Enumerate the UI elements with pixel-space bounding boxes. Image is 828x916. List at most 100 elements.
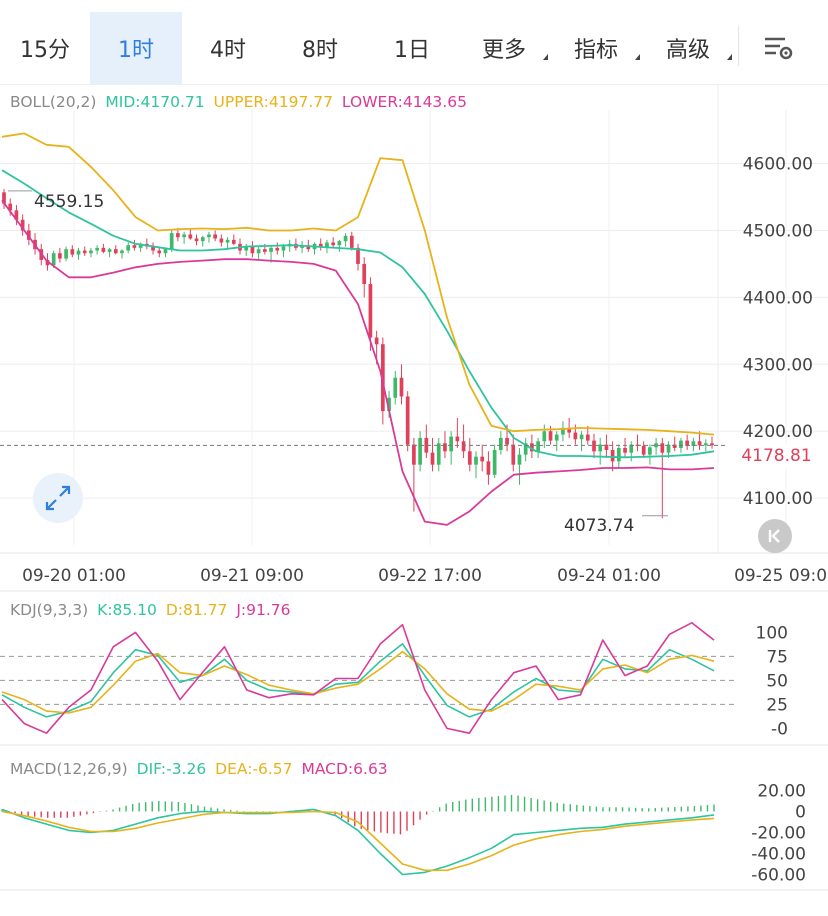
candle-body (480, 456, 485, 462)
candle-body (89, 250, 93, 254)
macd-dea-line (1, 810, 715, 872)
tab-3[interactable]: 4时 (182, 12, 274, 84)
candle-body (623, 447, 627, 453)
candle-body (256, 249, 261, 254)
candle-body (200, 237, 205, 242)
tab-4[interactable]: 8时 (274, 12, 366, 84)
boll-name: BOLL(20,2) (10, 93, 97, 111)
candle-body (157, 250, 162, 254)
candle-body (486, 461, 491, 475)
boll-lower-line (1, 199, 715, 526)
candle-body (679, 440, 683, 448)
candle-body (405, 396, 410, 445)
y-tick-label: 4300.00 (743, 355, 813, 375)
tab-7[interactable]: 指标 (550, 12, 642, 84)
candle-body (660, 443, 665, 453)
candle-body (387, 397, 391, 412)
macd-dea: DEA:-6.57 (215, 760, 293, 778)
boll-upper: UPPER:4197.77 (213, 93, 333, 111)
candle-body (275, 247, 280, 251)
candle-body (151, 246, 155, 251)
tab-1[interactable]: 15分 (0, 12, 90, 84)
tab-5[interactable]: 1日 (366, 12, 458, 84)
candle-body (703, 443, 708, 446)
macd-tick-label: -20.00 (751, 824, 806, 844)
candle-body (188, 234, 193, 239)
fullscreen-button[interactable] (33, 473, 83, 523)
expand-icon (45, 485, 71, 511)
candle-body (424, 437, 429, 453)
kdj-tick-label: 50 (766, 671, 788, 691)
candle-body (126, 245, 131, 251)
chart-settings-icon[interactable] (760, 30, 794, 64)
candle-body (430, 452, 435, 465)
candle-body (176, 233, 180, 238)
tab-label: 高级 (665, 38, 710, 63)
candle-body (455, 436, 460, 442)
macd-value: MACD:6.63 (301, 760, 388, 778)
candle-body (51, 253, 56, 266)
toolbar-divider (0, 84, 828, 85)
candle-body (474, 456, 478, 465)
candle-body (523, 443, 528, 455)
macd-dif-line (1, 808, 715, 876)
tab-label: 4时 (210, 38, 246, 63)
candle-body (262, 249, 267, 252)
candle-body (244, 246, 249, 251)
y-tick-label: 4100.00 (743, 489, 813, 509)
candle-body (542, 431, 547, 442)
candle-body (467, 451, 472, 465)
candle-body (461, 441, 466, 452)
candle-body (666, 444, 671, 453)
candle-body (194, 238, 199, 242)
scroll-to-latest-button[interactable] (758, 519, 792, 553)
candle-body (169, 233, 174, 250)
kdj-tick-label: 100 (756, 623, 788, 643)
candle-body (530, 443, 534, 452)
interval-tab-bar: 15分 1时 4时 8时 1日 更多 指标 高级 (0, 0, 828, 84)
candle-body (548, 431, 553, 441)
y-tick-label: 4600.00 (743, 155, 813, 175)
candle-body (356, 247, 360, 264)
kdj-name: KDJ(9,3,3) (10, 601, 89, 619)
tab-separator (738, 26, 739, 66)
candle-body (616, 447, 621, 462)
candle-body (306, 245, 311, 250)
kdj-legend: KDJ(9,3,3) K:85.10 D:81.77 J:91.76 (10, 601, 295, 619)
macd-tick-label: 20.00 (757, 782, 806, 802)
candle-body (412, 444, 416, 465)
tab-8[interactable]: 高级 (642, 12, 734, 84)
x-tick-label: 09-20 01:00 (22, 566, 126, 586)
candle-body (101, 247, 106, 252)
macd-tick-label: -40.00 (751, 845, 806, 865)
macd-name: MACD(12,26,9) (10, 760, 128, 778)
boll-lower: LOWER:4143.65 (341, 93, 467, 111)
y-tick-label: 4400.00 (743, 288, 813, 308)
tab-6[interactable]: 更多 (458, 12, 550, 84)
candle-body (76, 250, 81, 255)
candle-body (213, 234, 218, 239)
candle-body (120, 250, 124, 254)
candle-body (138, 243, 143, 248)
candle-body (331, 242, 336, 246)
candle-body (443, 443, 447, 452)
candle-body (182, 234, 186, 238)
x-tick-label: 09-22 17:00 (378, 566, 482, 586)
kdj-d: D:81.77 (165, 601, 228, 619)
jump-to-latest-icon (768, 529, 780, 543)
tab-2[interactable]: 1时 (90, 12, 182, 84)
candle-body (349, 235, 354, 248)
candle-body (113, 249, 118, 254)
candle-body (337, 241, 342, 246)
candle-body (219, 238, 224, 243)
candle-body (8, 203, 13, 211)
tab-label: 1日 (394, 38, 430, 63)
x-tick-label: 09-25 09:00 (734, 566, 828, 586)
candle-body (362, 263, 367, 284)
tab-label: 更多 (481, 38, 526, 63)
kdj-d-line (1, 650, 715, 714)
dropdown-caret-icon (635, 54, 640, 60)
candle-body (604, 444, 609, 450)
candle-body (2, 192, 6, 204)
